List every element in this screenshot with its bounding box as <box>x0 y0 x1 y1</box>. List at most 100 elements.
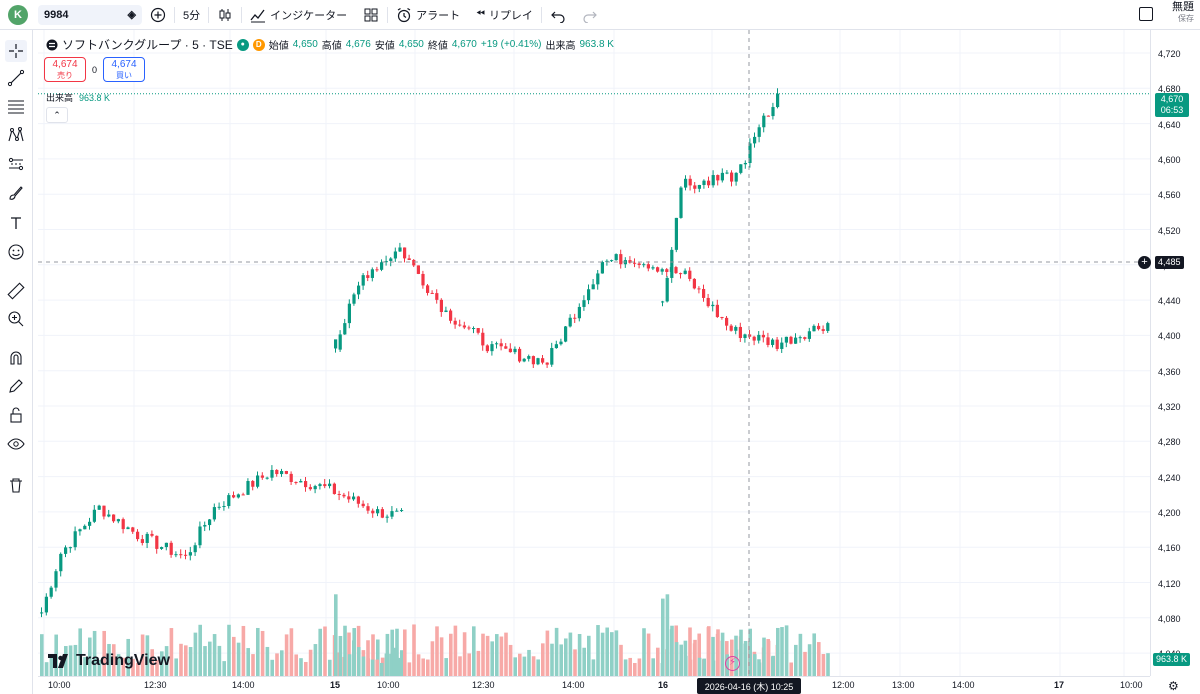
candle-body <box>730 172 734 182</box>
volume-bar <box>817 642 821 676</box>
volume-bar <box>140 634 145 676</box>
volume-bar <box>102 630 106 676</box>
symbol-search[interactable]: 9984 ◈ <box>38 4 142 25</box>
smiley-icon[interactable] <box>7 243 25 261</box>
candle-body <box>798 337 802 339</box>
price-axis[interactable] <box>1150 30 1200 676</box>
volume-bar <box>476 650 481 676</box>
volume-value: 963.8 K <box>579 39 614 50</box>
candle-body <box>416 265 420 274</box>
last-price-value: 4,670 <box>1160 94 1184 104</box>
candle-body <box>743 334 747 338</box>
price-chart[interactable] <box>38 30 1150 676</box>
volume-label: 出来高 <box>545 41 576 52</box>
sell-button[interactable]: 4,674 売り <box>44 57 86 82</box>
volume-bar <box>784 625 789 676</box>
candle-body <box>651 267 655 269</box>
candle-body <box>251 481 255 487</box>
volume-bar <box>697 633 701 676</box>
volume-bar <box>582 647 586 676</box>
eye-badge-icon: ● <box>236 38 249 51</box>
time-axis[interactable] <box>38 676 1150 694</box>
eye-icon[interactable] <box>7 435 25 453</box>
interval-button[interactable]: 5分 <box>175 0 208 30</box>
crosshair-add-icon[interactable]: + <box>1138 256 1151 269</box>
candle-body <box>693 185 697 189</box>
brush-icon[interactable] <box>7 184 25 202</box>
volume-bar <box>697 657 702 676</box>
magnet-icon[interactable] <box>7 349 25 367</box>
trend-line-icon[interactable] <box>7 69 25 87</box>
indicators-button[interactable]: インジケーター <box>242 0 355 30</box>
volume-bar <box>275 653 279 676</box>
candle-body <box>536 358 540 365</box>
zoom-icon[interactable] <box>7 310 25 328</box>
candle-body <box>715 304 719 317</box>
ruler-icon[interactable] <box>7 282 25 300</box>
candle-body <box>198 526 202 546</box>
candle-body <box>720 316 724 318</box>
plus-circle-icon <box>150 7 166 22</box>
settings-gear-icon[interactable]: ⚙ <box>1168 679 1179 693</box>
redo-button[interactable] <box>574 0 606 30</box>
alert-button[interactable]: アラート <box>388 0 468 30</box>
time-tick-label: 14:00 <box>952 680 975 690</box>
crosshair-icon[interactable] <box>5 40 27 62</box>
chart-menu-icon[interactable] <box>46 39 58 51</box>
volume-bar <box>343 625 347 676</box>
volume-bar <box>633 662 637 676</box>
fib-retracement-icon[interactable] <box>7 97 25 115</box>
user-avatar[interactable]: K <box>8 4 28 25</box>
text-icon[interactable] <box>7 214 25 232</box>
volume-bar <box>136 662 140 676</box>
candle-body <box>559 341 563 345</box>
trash-icon[interactable] <box>7 476 25 494</box>
volume-bar <box>384 653 389 676</box>
crosshair-price-value: 4,485 <box>1158 257 1181 267</box>
tv-logo-icon <box>48 654 68 668</box>
forecast-icon[interactable] <box>7 155 25 173</box>
spread-value: 0 <box>92 64 98 75</box>
volume-bar <box>328 659 332 676</box>
buy-button[interactable]: 4,674 買い <box>103 57 146 82</box>
candle-body <box>674 267 678 274</box>
candle-body <box>270 469 274 478</box>
compare-button[interactable] <box>142 0 174 30</box>
lightning-icon[interactable]: ⚡︎ <box>725 656 740 671</box>
volume-bar <box>270 659 274 676</box>
volume-bar <box>665 594 670 676</box>
candle-body <box>642 264 646 266</box>
layout-title-block[interactable]: 無題 保存 <box>1172 2 1194 24</box>
layouts-button[interactable] <box>355 0 387 30</box>
volume-bar <box>739 629 743 676</box>
chart-type-button[interactable] <box>209 0 241 30</box>
crosshair-time-value: 2026-04-16 (木) 10:25 <box>704 681 794 692</box>
collapse-legend-button[interactable]: ⌃ <box>46 107 68 123</box>
volume-bar <box>564 638 568 676</box>
lock-icon[interactable] <box>7 406 25 424</box>
pattern-icon[interactable] <box>7 126 25 144</box>
candle-body <box>140 539 144 543</box>
pencil-lock-icon[interactable] <box>7 377 25 395</box>
candle-body <box>817 325 821 330</box>
volume-bar <box>610 632 614 676</box>
replay-button[interactable]: ⏪︎ リプレイ <box>468 0 541 30</box>
candle-body <box>771 339 775 345</box>
candle-body <box>688 178 692 186</box>
volume-bar <box>711 660 716 676</box>
volume-bar <box>227 624 231 676</box>
candle-body <box>739 164 743 173</box>
candle-body <box>775 339 779 349</box>
undo-button[interactable] <box>542 0 574 30</box>
candle-body <box>679 273 683 275</box>
candle-body <box>188 552 192 556</box>
chart-legend: ソフトバンクグループ · 5 · TSE ● D 始値 4,650 高値 4,676… <box>46 36 614 53</box>
volume-bar <box>412 624 416 676</box>
candle-body <box>821 329 825 331</box>
volume-bar <box>160 651 164 676</box>
candle-body <box>702 288 706 298</box>
volume-bar <box>707 626 711 676</box>
fullscreen-button[interactable] <box>1139 7 1153 21</box>
low-value: 4,650 <box>398 39 424 50</box>
candle-body <box>518 348 522 362</box>
